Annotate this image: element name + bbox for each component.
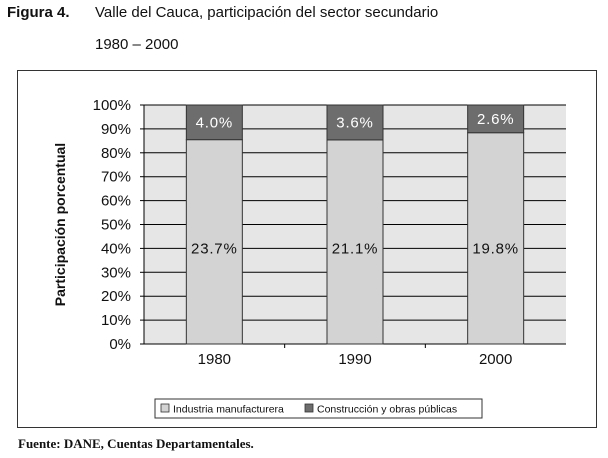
y-tick-label: 20% (101, 288, 131, 305)
figure-label: Figura 4. (7, 4, 70, 21)
legend (154, 398, 483, 419)
y-tick-label: 70% (101, 169, 131, 186)
data-label: 19.8% (472, 240, 519, 257)
bar-segment (467, 132, 525, 345)
figure-years: 1980 – 2000 (95, 36, 179, 53)
stacked-bar-chart: 0% 10% 20% 30% 40% 50% 60% 70% 80% 90% 100% 23.7% 4.… (52, 97, 566, 419)
y-tick-label: 80% (101, 145, 131, 162)
y-tick-label: 100% (93, 97, 131, 114)
y-tick-label: 50% (101, 217, 131, 234)
data-label: 2.6% (477, 111, 514, 128)
figure-title: Valle del Cauca, participación del secto… (95, 4, 439, 21)
bar-segment (467, 104, 525, 134)
y-tick-label: 40% (101, 240, 131, 257)
data-label: 23.7% (191, 240, 238, 257)
y-tick-label: 60% (101, 193, 131, 210)
x-tick-label: 1980 (198, 351, 231, 368)
x-tick-label: 2000 (479, 351, 512, 368)
chart-frame: 0% 10% 20% 30% 40% 50% 60% 70% 80% 90% 100% 23.7% 4.… (17, 70, 597, 428)
bar-segment (326, 139, 384, 345)
y-tick-label: 90% (101, 121, 131, 138)
legend-swatch (304, 403, 314, 413)
bar-segment (326, 104, 384, 141)
bar-segment (185, 104, 243, 141)
bar-segment (185, 139, 243, 345)
y-tick-label: 30% (101, 264, 131, 281)
source-note: Fuente: DANE, Cuentas Departamentales. (18, 436, 254, 451)
legend-label: Construcción y obras públicas (317, 404, 457, 416)
legend-swatch (160, 403, 170, 413)
y-tick-label: 10% (101, 312, 131, 329)
y-tick-label: 0% (109, 336, 131, 353)
y-axis-label: Participación porcentual (52, 143, 68, 306)
data-label: 21.1% (332, 240, 379, 257)
data-label: 4.0% (196, 114, 233, 131)
data-label: 3.6% (336, 114, 373, 131)
legend-label: Industria manufacturera (173, 404, 284, 416)
x-tick-label: 1990 (338, 351, 371, 368)
